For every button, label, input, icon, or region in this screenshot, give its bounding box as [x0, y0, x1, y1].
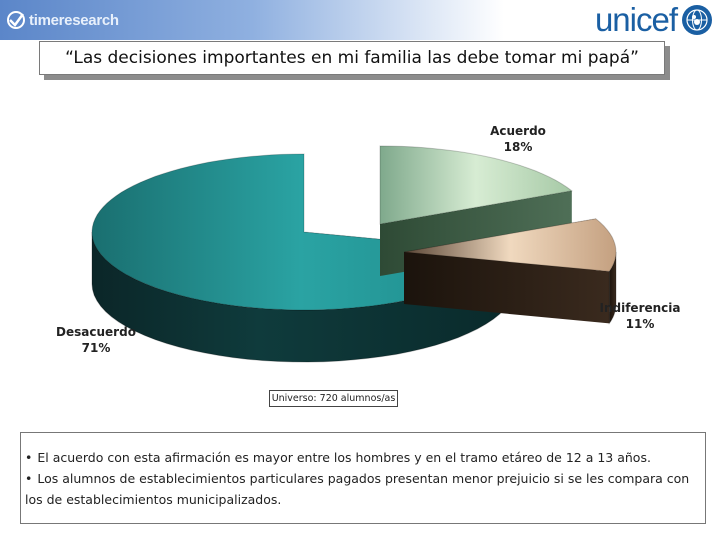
bullet: •	[25, 450, 33, 465]
unicef-logo-text: unicef	[594, 1, 678, 38]
label-desacuerdo-name: Desacuerdo	[56, 325, 136, 339]
label-desacuerdo-pct: 71%	[81, 341, 111, 355]
note-text-2: Los alumnos de establecimientos particul…	[25, 471, 690, 507]
slide-title: “Las decisiones importantes en mi famili…	[39, 41, 665, 75]
unicef-globe-icon	[682, 5, 712, 35]
note-line-1: • El acuerdo con esta afirmación es mayor…	[25, 447, 701, 468]
pie-slice-indiferencia-side	[608, 252, 617, 325]
timeresearch-logo-text: timeresearch	[29, 11, 119, 29]
timeresearch-mark-icon	[7, 11, 25, 29]
timeresearch-logo: timeresearch	[6, 8, 134, 32]
pie-slice-indiferencia	[403, 218, 617, 272]
label-acuerdo-name: Acuerdo	[490, 124, 546, 138]
label-acuerdo-pct: 18%	[503, 140, 533, 154]
note-text-1: El acuerdo con esta afirmación es mayor …	[37, 450, 651, 465]
pie-slices	[91, 145, 617, 363]
pie-slice-indiferencia-wall-2	[404, 252, 610, 324]
pie-slice-acuerdo	[379, 145, 574, 225]
base-note: Universo: 720 alumnos/as	[269, 390, 398, 407]
bullet: •	[25, 471, 33, 486]
label-indiferencia-name: Indiferencia	[599, 301, 681, 315]
label-desacuerdo: Desacuerdo 71%	[50, 324, 142, 356]
note-line-2: • Los alumnos de establecimientos particu…	[25, 468, 701, 510]
label-acuerdo: Acuerdo 18%	[478, 123, 558, 155]
header-bar	[0, 0, 720, 40]
notes-box: • El acuerdo con esta afirmación es mayor…	[20, 432, 706, 524]
label-indiferencia: Indiferencia 11%	[594, 300, 686, 332]
unicef-logo: unicef	[594, 1, 714, 38]
label-indiferencia-pct: 11%	[625, 317, 655, 331]
